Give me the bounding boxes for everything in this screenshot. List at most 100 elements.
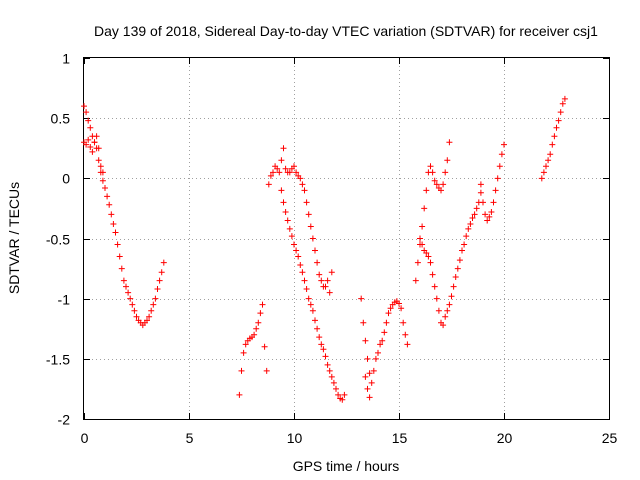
data-point: [362, 337, 369, 344]
data-point: [326, 367, 333, 374]
x-axis-label: GPS time / hours: [293, 458, 400, 474]
data-point: [381, 329, 388, 336]
data-point: [125, 289, 132, 296]
data-point: [425, 253, 432, 260]
data-point: [419, 241, 426, 248]
data-point: [152, 295, 159, 302]
data-point: [106, 201, 113, 208]
y-tick-label: 0.5: [51, 111, 71, 127]
data-point: [112, 229, 119, 236]
data-point: [89, 148, 96, 155]
data-point: [498, 151, 505, 158]
data-point: [110, 221, 117, 228]
data-point: [301, 277, 308, 284]
data-point: [553, 124, 560, 131]
data-point: [312, 317, 318, 324]
y-tick-labels: -2 -1.5 -1 -0.5 0 0.5 1: [46, 51, 70, 428]
data-point: [379, 337, 386, 344]
data-point: [463, 233, 470, 240]
data-point: [297, 261, 304, 268]
data-point: [442, 169, 449, 176]
data-point: [238, 367, 245, 374]
data-point: [314, 259, 321, 266]
data-point: [320, 346, 327, 353]
data-point: [372, 355, 379, 362]
y-tick-label: -0.5: [46, 232, 70, 248]
data-point: [95, 145, 102, 152]
data-point: [438, 187, 444, 194]
series-track-c: [265, 145, 335, 296]
data-point: [440, 181, 447, 188]
y-tick-label: 1: [62, 51, 70, 67]
data-point: [429, 169, 436, 176]
data-point: [545, 157, 552, 164]
data-point: [148, 307, 155, 314]
data-point: [465, 225, 472, 232]
y-tick-label: -1: [58, 292, 71, 308]
data-point: [423, 187, 430, 194]
data-point: [120, 277, 127, 284]
series-track-d: [278, 187, 348, 403]
data-point: [253, 325, 260, 332]
data-point: [291, 163, 297, 170]
data-point: [108, 211, 115, 218]
series-track-i: [538, 95, 568, 182]
data-point: [341, 391, 348, 398]
data-point: [368, 379, 375, 386]
data-point: [492, 187, 499, 194]
data-point: [93, 133, 100, 140]
data-point: [446, 139, 453, 146]
data-point: [263, 367, 270, 374]
data-point: [488, 209, 495, 216]
data-points: [81, 95, 568, 403]
data-point: [417, 235, 423, 242]
data-point: [280, 199, 287, 206]
series-track-b: [236, 301, 270, 398]
data-point: [538, 175, 545, 182]
data-point: [303, 199, 310, 206]
data-point: [91, 139, 98, 146]
data-point: [127, 295, 134, 302]
data-point: [83, 109, 90, 116]
data-point: [431, 283, 438, 290]
data-point: [421, 205, 428, 212]
data-point: [423, 249, 430, 256]
data-point: [326, 289, 333, 296]
data-point: [299, 181, 306, 188]
data-point: [360, 319, 367, 326]
data-point: [377, 341, 384, 348]
data-point: [274, 165, 281, 172]
x-tick-label: 10: [287, 430, 303, 446]
data-point: [322, 283, 329, 290]
data-point: [299, 269, 306, 276]
data-point: [431, 177, 438, 184]
data-point: [444, 307, 451, 314]
data-point: [282, 209, 289, 216]
data-point: [236, 391, 243, 398]
data-point: [429, 271, 436, 278]
data-point: [240, 349, 247, 356]
data-point: [303, 286, 310, 293]
data-point: [442, 313, 449, 320]
data-point: [95, 157, 102, 164]
data-point: [549, 141, 556, 148]
data-point: [364, 355, 371, 362]
data-point: [555, 117, 562, 124]
data-point: [482, 211, 489, 218]
series-track-a2: [81, 133, 106, 176]
data-point: [484, 217, 491, 224]
grid: [84, 58, 609, 419]
y-tick-label: 0: [62, 171, 70, 187]
data-point: [433, 295, 440, 302]
data-point: [557, 109, 564, 116]
data-point: [446, 301, 453, 308]
series-track-f: [412, 139, 453, 284]
x-tick-label: 0: [81, 430, 89, 446]
data-point: [295, 253, 302, 260]
data-point: [123, 283, 129, 290]
data-point: [87, 124, 94, 131]
data-point: [461, 241, 468, 248]
data-point: [158, 269, 165, 276]
data-point: [444, 157, 451, 164]
